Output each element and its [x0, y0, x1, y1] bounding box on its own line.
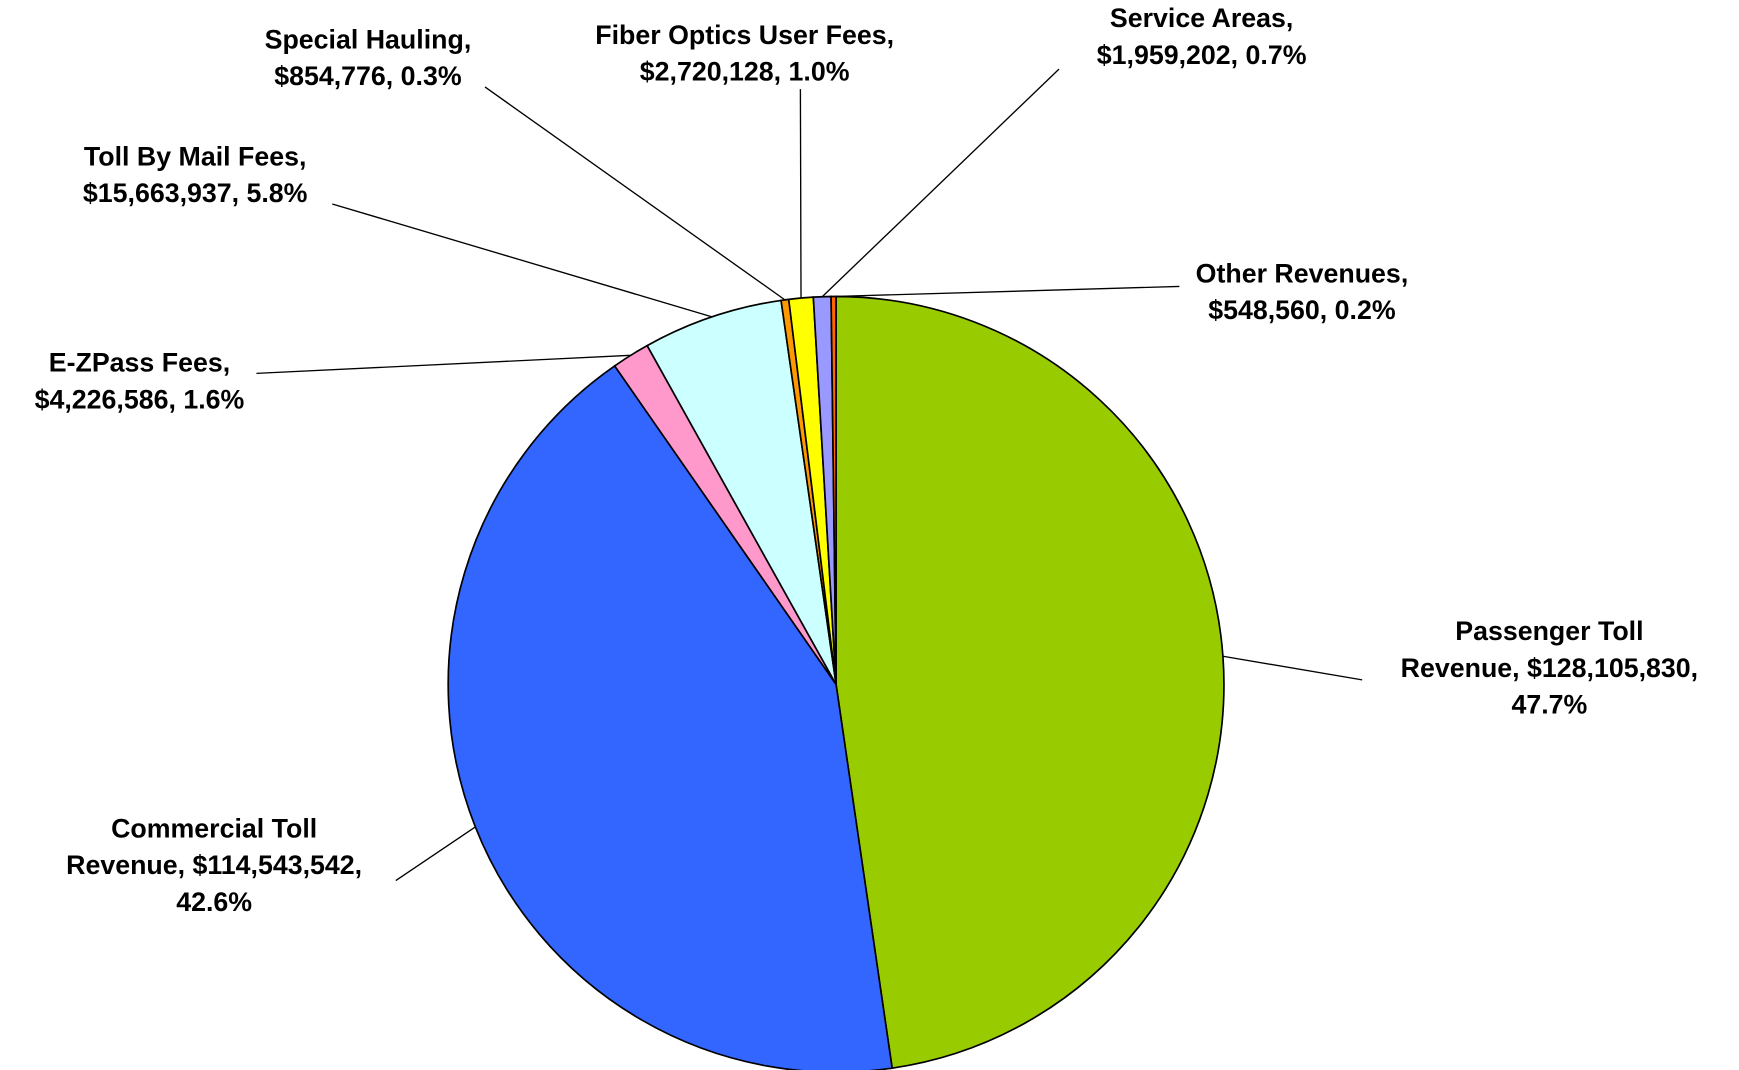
data-label: $548,560, 0.2% — [1208, 295, 1396, 325]
data-label: $4,226,586, 1.6% — [35, 384, 245, 414]
data-label: Service Areas, — [1110, 3, 1293, 33]
data-label: 47.7% — [1511, 690, 1587, 720]
leader-line — [799, 89, 802, 299]
data-label: $15,663,937, 5.8% — [83, 178, 308, 208]
leader-line — [395, 826, 476, 882]
leader-line — [821, 68, 1060, 298]
data-label: Special Hauling, — [265, 24, 472, 54]
data-label: Revenue, $128,105,830, — [1401, 653, 1698, 683]
data-label: $2,720,128, 1.0% — [640, 57, 850, 87]
data-label: $854,776, 0.3% — [274, 61, 462, 91]
data-label: Fiber Optics User Fees, — [595, 20, 894, 50]
data-label: Commercial Toll — [111, 813, 317, 843]
leader-line — [1222, 655, 1363, 681]
pie-slice — [646, 299, 837, 685]
leader-line — [332, 203, 713, 318]
data-label: Revenue, $114,543,542, — [66, 850, 362, 880]
data-label: 42.6% — [176, 887, 252, 917]
data-label: Passenger Toll — [1455, 616, 1643, 646]
data-label: Other Revenues, — [1196, 258, 1409, 288]
pie-slice — [835, 295, 1225, 1070]
leader-line — [833, 285, 1180, 298]
leader-line — [484, 86, 786, 301]
leader-line — [256, 354, 631, 375]
data-label: E-ZPass Fees, — [49, 348, 230, 378]
data-label: Toll By Mail Fees, — [84, 141, 306, 171]
data-label: $1,959,202, 0.7% — [1097, 40, 1307, 70]
